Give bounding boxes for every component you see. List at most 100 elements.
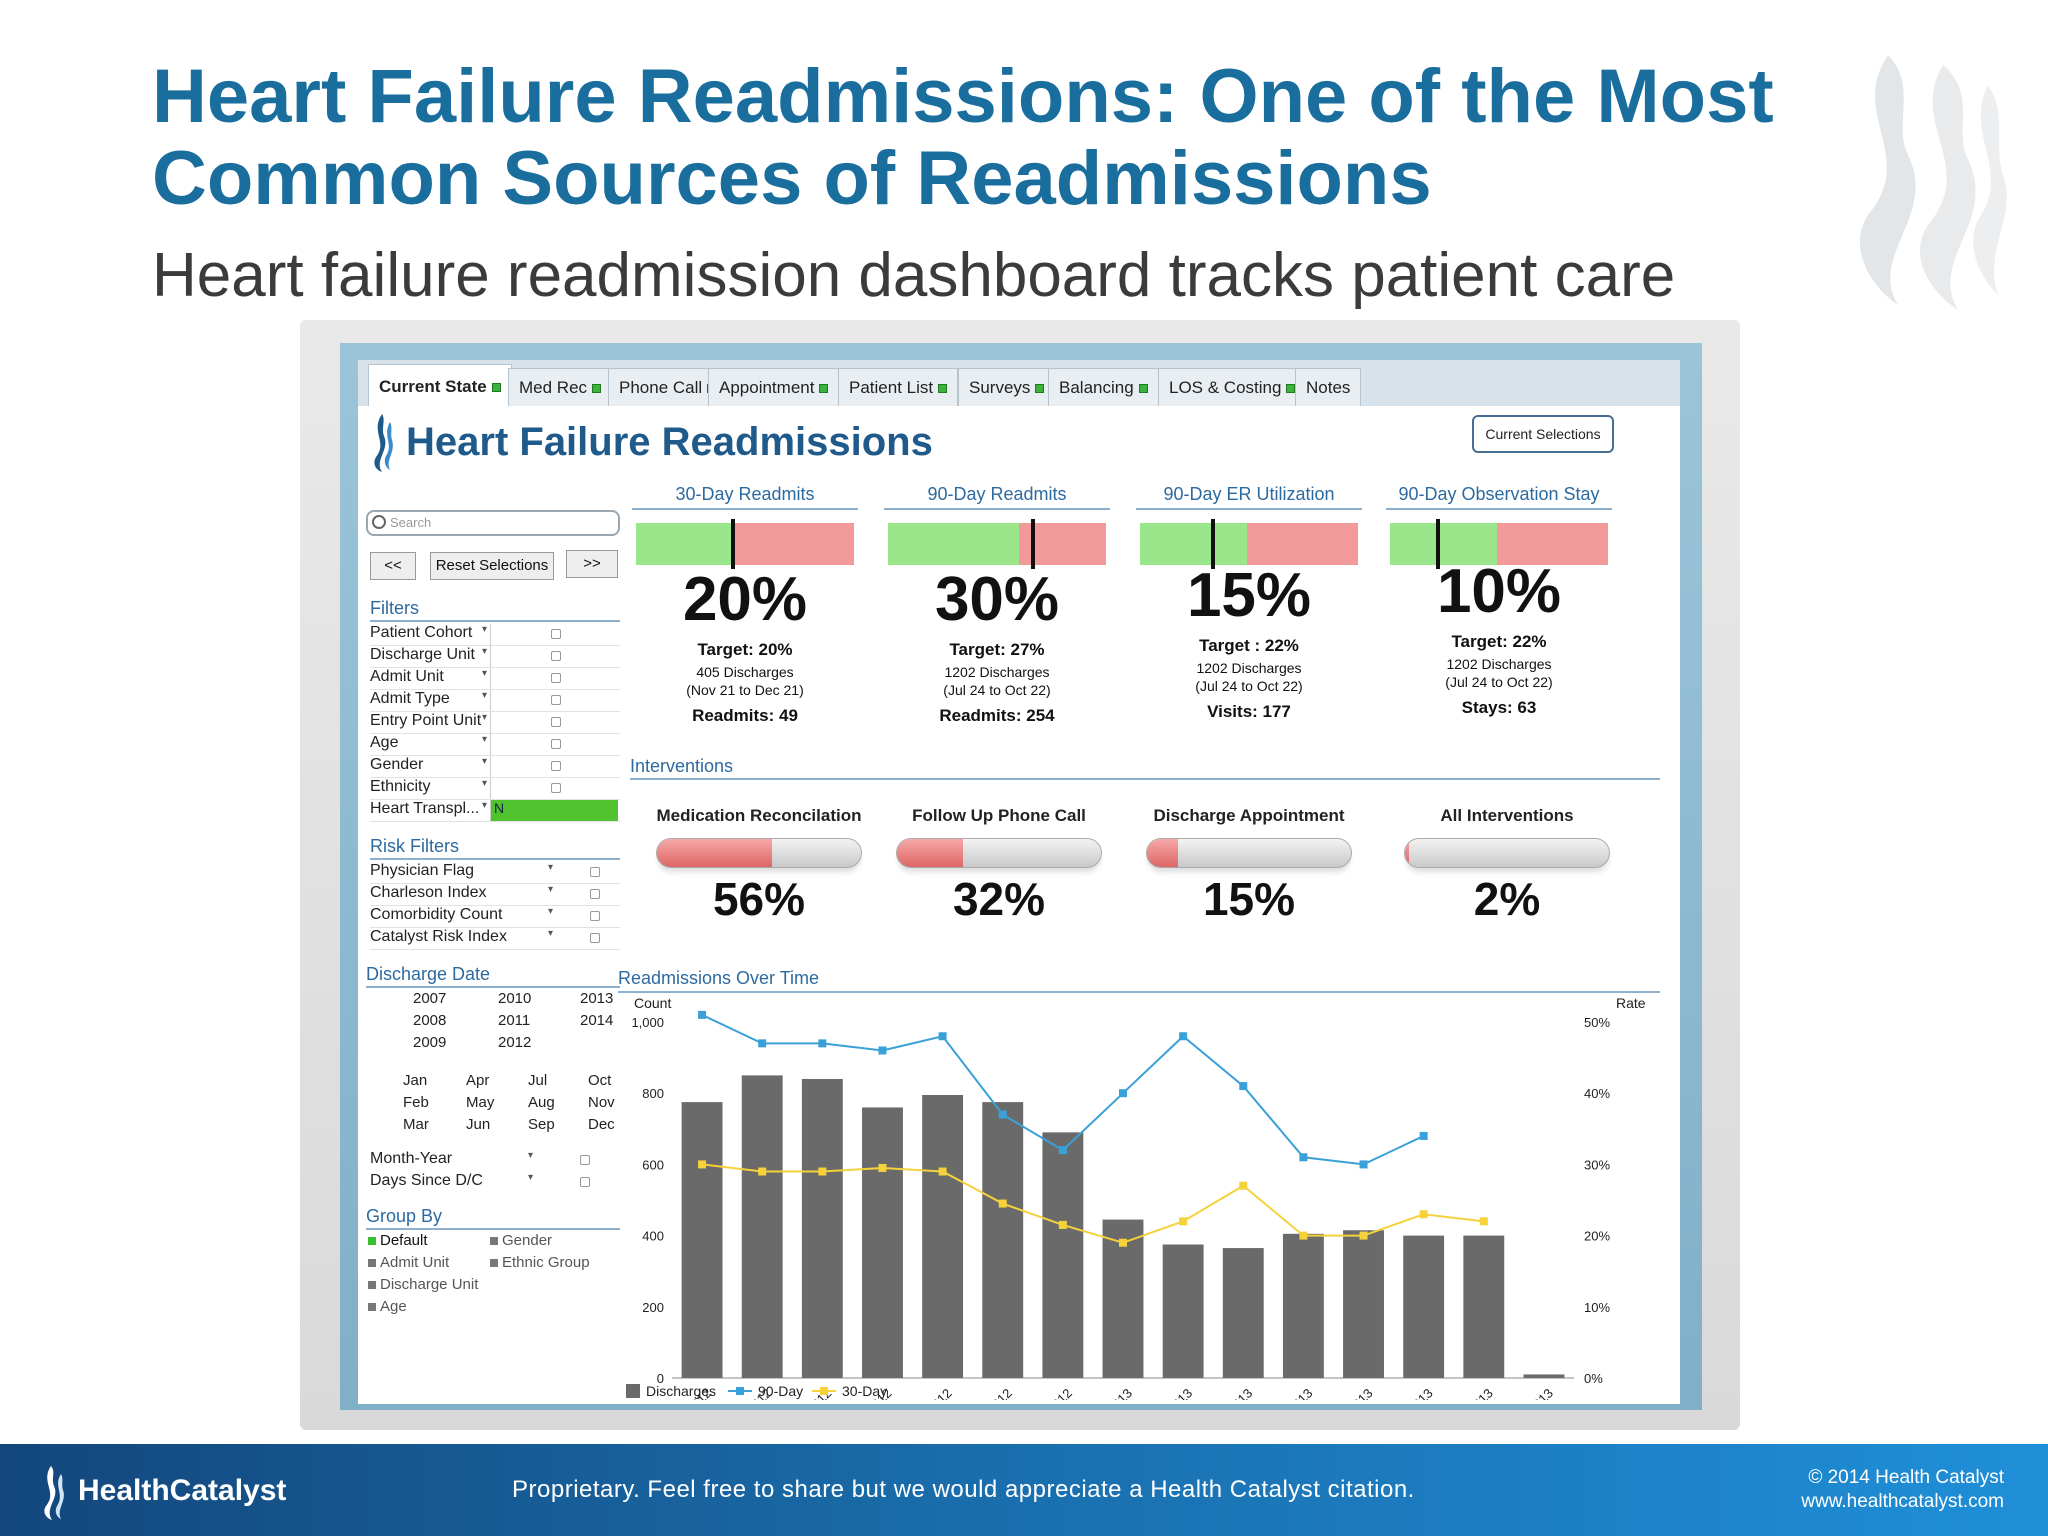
checkbox[interactable] (551, 695, 561, 705)
checkbox[interactable] (590, 867, 600, 877)
group-by-option[interactable]: Age (368, 1298, 407, 1315)
month-option[interactable]: Nov (588, 1094, 615, 1111)
filter-value-cell[interactable] (490, 690, 618, 711)
filter-row[interactable]: Ethnicity ▾ (370, 778, 620, 800)
year-option[interactable]: 2007 (413, 990, 447, 1007)
filter-row[interactable]: Admit Type ▾ (370, 690, 620, 712)
filter-row[interactable]: Age ▾ (370, 734, 620, 756)
year-option[interactable]: 2012 (498, 1034, 532, 1051)
year-option[interactable]: 2010 (498, 990, 532, 1007)
tab-patient-list[interactable]: Patient List (838, 368, 959, 406)
filter-row[interactable]: Admit Unit ▾ (370, 668, 620, 690)
filter-row[interactable]: Gender ▾ (370, 756, 620, 778)
month-option[interactable]: Feb (403, 1094, 429, 1111)
dropdown-arrow-icon: ▾ (548, 928, 554, 939)
tab-surveys[interactable]: Surveys (958, 368, 1056, 406)
back-button[interactable]: << (370, 552, 416, 580)
risk-filter-row[interactable]: Catalyst Risk Index ▾ (370, 928, 620, 950)
checkbox[interactable] (551, 739, 561, 749)
intervention-label: All Interventions (1440, 806, 1574, 825)
x-tick-label: Feb 2013 (1146, 1386, 1195, 1400)
filter-value-cell[interactable] (490, 712, 618, 733)
year-option[interactable]: 2014 (580, 1012, 614, 1029)
reset-selections-button[interactable]: Reset Selections (430, 552, 554, 580)
series-point (758, 1039, 767, 1048)
month-option[interactable]: Oct (588, 1072, 612, 1089)
year-option[interactable]: 2009 (413, 1034, 447, 1051)
x-tick-label: Aug 2013 (1506, 1386, 1556, 1400)
dashboard-screenshot: Current State Med Rec Phone Call Appointmen… (358, 360, 1680, 1404)
forward-button[interactable]: >> (566, 550, 618, 578)
checkbox[interactable] (580, 1177, 590, 1187)
risk-filter-row[interactable]: Physician Flag ▾ (370, 862, 620, 884)
group-by-option[interactable]: Default (368, 1232, 428, 1249)
series-point (698, 1010, 707, 1019)
group-by-option[interactable]: Gender (490, 1232, 552, 1249)
tab-med-rec[interactable]: Med Rec (508, 368, 613, 406)
kpi-percent: 20% (682, 565, 808, 634)
x-tick-label: Mar 2013 (1206, 1386, 1255, 1400)
group-by-option[interactable]: Admit Unit (368, 1254, 449, 1271)
month-option[interactable]: Jan (403, 1072, 428, 1089)
filter-row[interactable]: Heart Transpl... ▾ N (370, 800, 620, 822)
checkbox[interactable] (551, 629, 561, 639)
month-option[interactable]: Jul (528, 1072, 548, 1089)
current-selections-button[interactable]: Current Selections (1472, 415, 1614, 453)
checkbox[interactable] (551, 761, 561, 771)
filter-row[interactable]: Discharge Unit ▾ (370, 646, 620, 668)
tab-phone-call[interactable]: Phone Call (608, 368, 728, 406)
year-option[interactable]: 2013 (580, 990, 614, 1007)
legend-swatch-discharges (626, 1384, 640, 1398)
tab-appointment[interactable]: Appointment (708, 368, 840, 406)
filter-value-cell[interactable] (490, 756, 618, 777)
year-option[interactable]: 2011 (498, 1012, 531, 1029)
checkbox[interactable] (551, 651, 561, 661)
y-tick-label: 200 (642, 1300, 664, 1315)
x-tick-label: May 2013 (1325, 1386, 1376, 1400)
tab-current-state[interactable]: Current State (368, 364, 512, 406)
checkbox[interactable] (590, 889, 600, 899)
tab-notes[interactable]: Notes (1295, 368, 1362, 406)
group-by-label: Admit Unit (380, 1254, 450, 1271)
month-option[interactable]: Mar (403, 1116, 429, 1133)
filter-value-cell[interactable] (490, 668, 618, 689)
footer-brand: HealthCatalyst (78, 1474, 287, 1507)
group-by-option[interactable]: Ethnic Group (490, 1254, 590, 1271)
footer-url[interactable]: www.healthcatalyst.com (1801, 1491, 2004, 1512)
filter-value-cell[interactable] (490, 624, 618, 645)
tab-balancing[interactable]: Balancing (1048, 368, 1159, 406)
month-year-filter[interactable]: Month-Year ▾ (370, 1150, 620, 1172)
search-input[interactable]: Search (366, 510, 620, 536)
status-dot-icon (592, 384, 602, 394)
filter-value-cell[interactable]: N (490, 800, 618, 821)
checkbox[interactable] (551, 673, 561, 683)
month-option[interactable]: Apr (466, 1072, 490, 1089)
checkbox[interactable] (580, 1155, 590, 1165)
risk-filter-row[interactable]: Charleson Index ▾ (370, 884, 620, 906)
month-option[interactable]: May (466, 1094, 495, 1111)
days-since-filter[interactable]: Days Since D/C ▾ (370, 1172, 620, 1194)
filter-row[interactable]: Patient Cohort ▾ (370, 624, 620, 646)
checkbox[interactable] (551, 717, 561, 727)
year-option[interactable]: 2008 (413, 1012, 447, 1029)
filter-row[interactable]: Entry Point Unit ▾ (370, 712, 620, 734)
filter-value-cell[interactable] (490, 646, 618, 667)
month-option[interactable]: Sep (528, 1116, 555, 1133)
filter-value-cell[interactable] (490, 734, 618, 755)
bar-discharges (1222, 1248, 1264, 1378)
status-dot-icon (1286, 384, 1296, 394)
y-tick-label: 800 (642, 1086, 664, 1101)
month-option[interactable]: Aug (528, 1094, 555, 1111)
radio-square-icon (368, 1259, 376, 1268)
checkbox[interactable] (590, 933, 600, 943)
month-option[interactable]: Dec (588, 1116, 615, 1133)
kpi-red-zone (1246, 523, 1358, 565)
filter-value-cell[interactable] (490, 778, 618, 799)
risk-filter-row[interactable]: Comorbidity Count ▾ (370, 906, 620, 928)
group-by-option[interactable]: Discharge Unit (368, 1276, 478, 1293)
checkbox[interactable] (590, 911, 600, 921)
tab-los-costing[interactable]: LOS & Costing (1158, 368, 1307, 406)
checkbox[interactable] (551, 783, 561, 793)
month-year-label: Month-Year (370, 1150, 453, 1167)
month-option[interactable]: Jun (466, 1116, 491, 1133)
